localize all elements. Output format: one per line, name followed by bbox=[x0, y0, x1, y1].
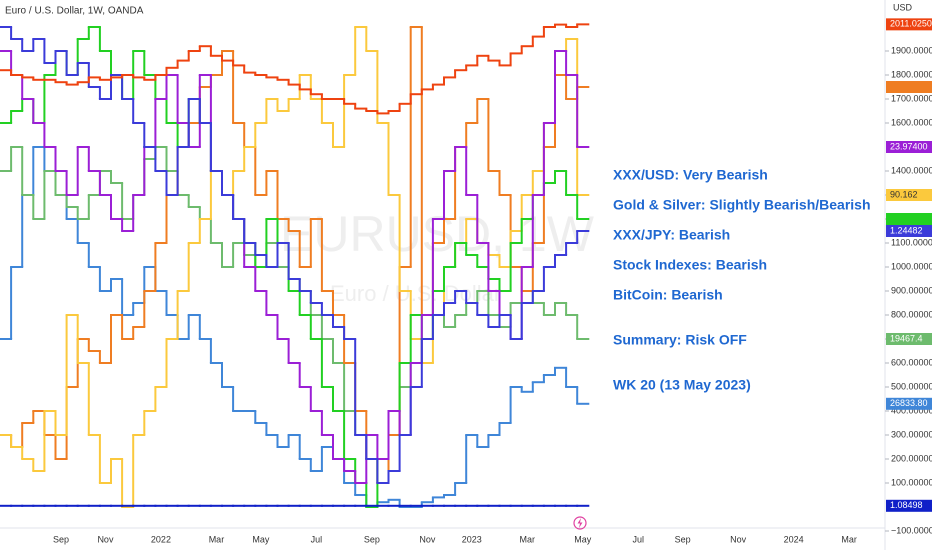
x-tick-label: Nov bbox=[419, 534, 436, 544]
x-tick-label: Mar bbox=[841, 534, 857, 544]
price-tag bbox=[886, 189, 932, 201]
axis-unit: USD bbox=[893, 2, 913, 12]
price-tag-label: 2011.02500 bbox=[890, 19, 932, 29]
y-tick-label: 800.000000 bbox=[891, 309, 932, 319]
y-tick-label: 900.000000 bbox=[891, 285, 932, 295]
y-tick-label: −100.000000 bbox=[891, 525, 932, 535]
x-tick-label: Mar bbox=[520, 534, 536, 544]
y-tick-label: 1600.000000 bbox=[891, 117, 932, 127]
price-tag-label: 1.24482 bbox=[890, 225, 923, 235]
annotation: XXX/JPY: Bearish bbox=[613, 227, 730, 243]
x-tick-label: 2023 bbox=[462, 534, 482, 544]
annotation: XXX/USD: Very Bearish bbox=[613, 167, 768, 183]
y-tick-label: 400.000000 bbox=[891, 405, 932, 415]
x-tick-label: Sep bbox=[53, 534, 69, 544]
alert-icon[interactable] bbox=[573, 516, 587, 530]
y-tick-label: 500.000000 bbox=[891, 381, 932, 391]
series-line bbox=[0, 23, 590, 115]
x-tick-label: Nov bbox=[730, 534, 747, 544]
y-tick-label: 600.000000 bbox=[891, 357, 932, 367]
price-tag-label: 90.162 bbox=[890, 189, 918, 199]
x-tick-label: Jul bbox=[632, 534, 644, 544]
y-tick-label: 1400.000000 bbox=[891, 165, 932, 175]
chart-title: Euro / U.S. Dollar, 1W, OANDA bbox=[5, 6, 144, 17]
price-tag bbox=[886, 333, 932, 345]
price-tag bbox=[886, 18, 932, 31]
annotation: Gold & Silver: Slightly Bearish/Bearish bbox=[613, 197, 871, 213]
price-tag-label: 19467.4 bbox=[890, 333, 923, 343]
watermark-subtitle: Euro / U.S. Dollar bbox=[330, 281, 501, 306]
price-tag bbox=[886, 225, 932, 237]
price-tag-label: 26833.80 bbox=[890, 398, 928, 408]
price-tag bbox=[886, 499, 932, 512]
x-tick-label: Sep bbox=[675, 534, 691, 544]
x-tick-label: Jul bbox=[311, 534, 323, 544]
y-tick-label: 1100.000000 bbox=[891, 237, 932, 247]
price-tag-label: 1.08498 bbox=[890, 500, 923, 510]
watermark: EURUSD, 1W bbox=[280, 206, 595, 262]
y-tick-label: 1000.000000 bbox=[891, 261, 932, 271]
annotation: Summary: Risk OFF bbox=[613, 332, 747, 348]
annotation: WK 20 (13 May 2023) bbox=[613, 377, 751, 393]
x-tick-label: 2022 bbox=[151, 534, 171, 544]
price-tag bbox=[886, 213, 932, 225]
series-line bbox=[0, 26, 590, 484]
y-tick-label: 1800.000000 bbox=[891, 69, 932, 79]
price-tag bbox=[886, 397, 932, 410]
y-tick-label: 200.000000 bbox=[891, 453, 932, 463]
x-tick-label: 2024 bbox=[784, 534, 804, 544]
y-tick-label: 1700.000000 bbox=[891, 93, 932, 103]
y-tick-label: 300.000000 bbox=[891, 429, 932, 439]
annotation: Stock Indexes: Bearish bbox=[613, 257, 767, 273]
x-tick-label: Nov bbox=[97, 534, 114, 544]
x-tick-label: Mar bbox=[209, 534, 225, 544]
price-tag-label: 23.97400 bbox=[890, 141, 928, 151]
price-tag bbox=[886, 141, 932, 153]
y-tick-label: 1900.000000 bbox=[891, 45, 932, 55]
x-tick-label: Sep bbox=[364, 534, 380, 544]
price-tag bbox=[886, 81, 932, 93]
annotation: BitCoin: Bearish bbox=[613, 287, 723, 303]
plot bbox=[0, 23, 590, 508]
x-tick-label: May bbox=[252, 534, 270, 544]
y-tick-label: 100.000000 bbox=[891, 477, 932, 487]
x-tick-label: May bbox=[574, 534, 592, 544]
